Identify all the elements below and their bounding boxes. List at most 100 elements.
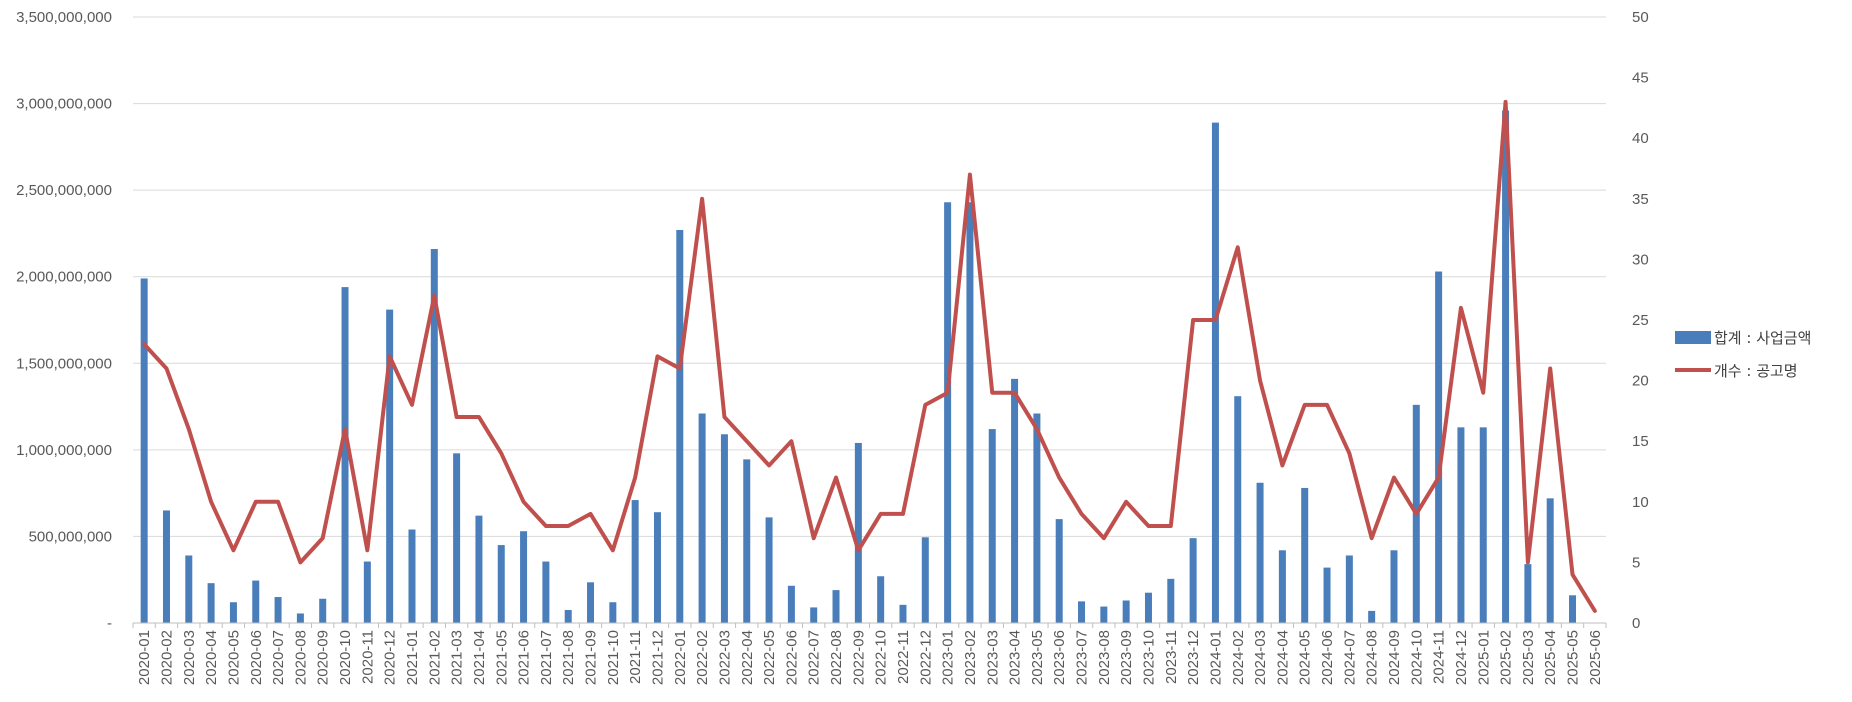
x-tick-label: 2020-12 [382,630,399,685]
bar [1011,378,1019,623]
x-tick-label: 2021-10 [605,630,622,685]
bar [765,517,773,623]
bar [252,580,260,623]
line-point [1371,537,1373,539]
line-point [790,440,792,442]
right-tick-label: 45 [1632,70,1649,87]
x-tick-label: 2022-08 [828,630,845,685]
x-tick-label: 2022-05 [761,630,778,685]
line-point [232,549,234,551]
bar [1368,610,1376,623]
x-tick-label: 2025-05 [1565,630,1582,685]
line-point [1594,610,1596,612]
x-tick-label: 2024-06 [1319,630,1336,685]
bar [720,434,728,623]
line-point [1482,392,1484,394]
x-tick-label: 2025-01 [1475,630,1492,685]
bar [854,442,862,623]
line-point [1214,319,1216,321]
bar [1122,600,1130,623]
bar [1189,538,1197,623]
bar [1345,555,1353,623]
x-tick-label: 2021-06 [516,630,533,685]
right-tick-label: 30 [1632,251,1649,268]
x-tick-label: 2021-07 [538,630,555,685]
x-tick-label: 2021-02 [426,630,443,685]
line-point [813,537,815,539]
x-tick-label: 2022-12 [917,630,934,685]
x-tick-label: 2023-09 [1118,630,1135,685]
x-tick-label: 2021-12 [649,630,666,685]
bar [542,561,550,623]
bar [274,597,282,623]
x-tick-label: 2024-12 [1453,630,1470,685]
bar [609,602,617,623]
bar [497,545,505,623]
right-tick-label: 25 [1632,312,1649,329]
legend-bar-label: 합계 : 사업금액 [1714,329,1811,347]
line-point [1527,561,1529,563]
x-tick-label: 2024-02 [1230,630,1247,685]
line-point [902,513,904,515]
bar [787,585,795,623]
bar [319,598,327,623]
x-tick-label: 2022-04 [739,630,756,685]
x-tick-label: 2022-07 [806,630,823,685]
x-tick-label: 2024-10 [1408,630,1425,685]
x-tick-label: 2024-03 [1252,630,1269,685]
bar [1033,413,1041,623]
line-point [1326,404,1328,406]
bar [1546,498,1554,623]
x-tick-label: 2021-03 [449,630,466,685]
line-point [456,416,458,418]
x-tick-label: 2021-09 [583,630,600,685]
line-point [1103,537,1105,539]
legend-bar-swatch [1675,331,1711,344]
bar [185,555,193,623]
line-point [1460,307,1462,309]
line-point [165,367,167,369]
bar [832,590,840,623]
line-point [478,416,480,418]
line-point [1237,246,1239,248]
bar [1256,482,1264,623]
x-tick-label: 2023-08 [1096,630,1113,685]
line-point [1572,574,1574,576]
bar [1323,567,1331,623]
line-point [299,561,301,563]
bar [1078,601,1086,623]
bar [1502,110,1510,624]
left-tick-label: 1,500,000,000 [16,355,112,372]
x-tick-label: 2023-11 [1163,630,1180,684]
bar [921,537,929,623]
line-point [1393,477,1395,479]
x-tick-label: 2020-10 [337,630,354,685]
x-tick-label: 2020-07 [270,630,287,685]
right-tick-label: 40 [1632,130,1649,147]
x-tick-label: 2022-09 [850,630,867,685]
left-tick-label: 1,000,000,000 [16,442,112,459]
x-tick-label: 2023-04 [1007,630,1024,685]
bar-series [140,110,1577,624]
x-tick-label: 2024-05 [1297,630,1314,685]
line-point [344,428,346,430]
bar [564,610,572,623]
bar [363,561,371,623]
bar [1234,396,1242,623]
bar [1211,122,1219,624]
bar [587,582,595,623]
bar [1435,271,1443,623]
x-tick-label: 2025-02 [1498,630,1515,685]
x-tick-label: 2022-10 [873,630,890,685]
bar [988,429,996,623]
x-tick-label: 2020-02 [158,630,175,685]
bar [430,249,438,624]
line-point [1170,525,1172,527]
x-tick-label: 2024-09 [1386,630,1403,685]
x-tick-label: 2024-11 [1431,630,1448,684]
x-tick-label: 2024-07 [1341,630,1358,685]
right-tick-label: 15 [1632,433,1649,450]
line-point [969,174,971,176]
line-point [411,404,413,406]
left-tick-label: 2,500,000,000 [16,182,112,199]
